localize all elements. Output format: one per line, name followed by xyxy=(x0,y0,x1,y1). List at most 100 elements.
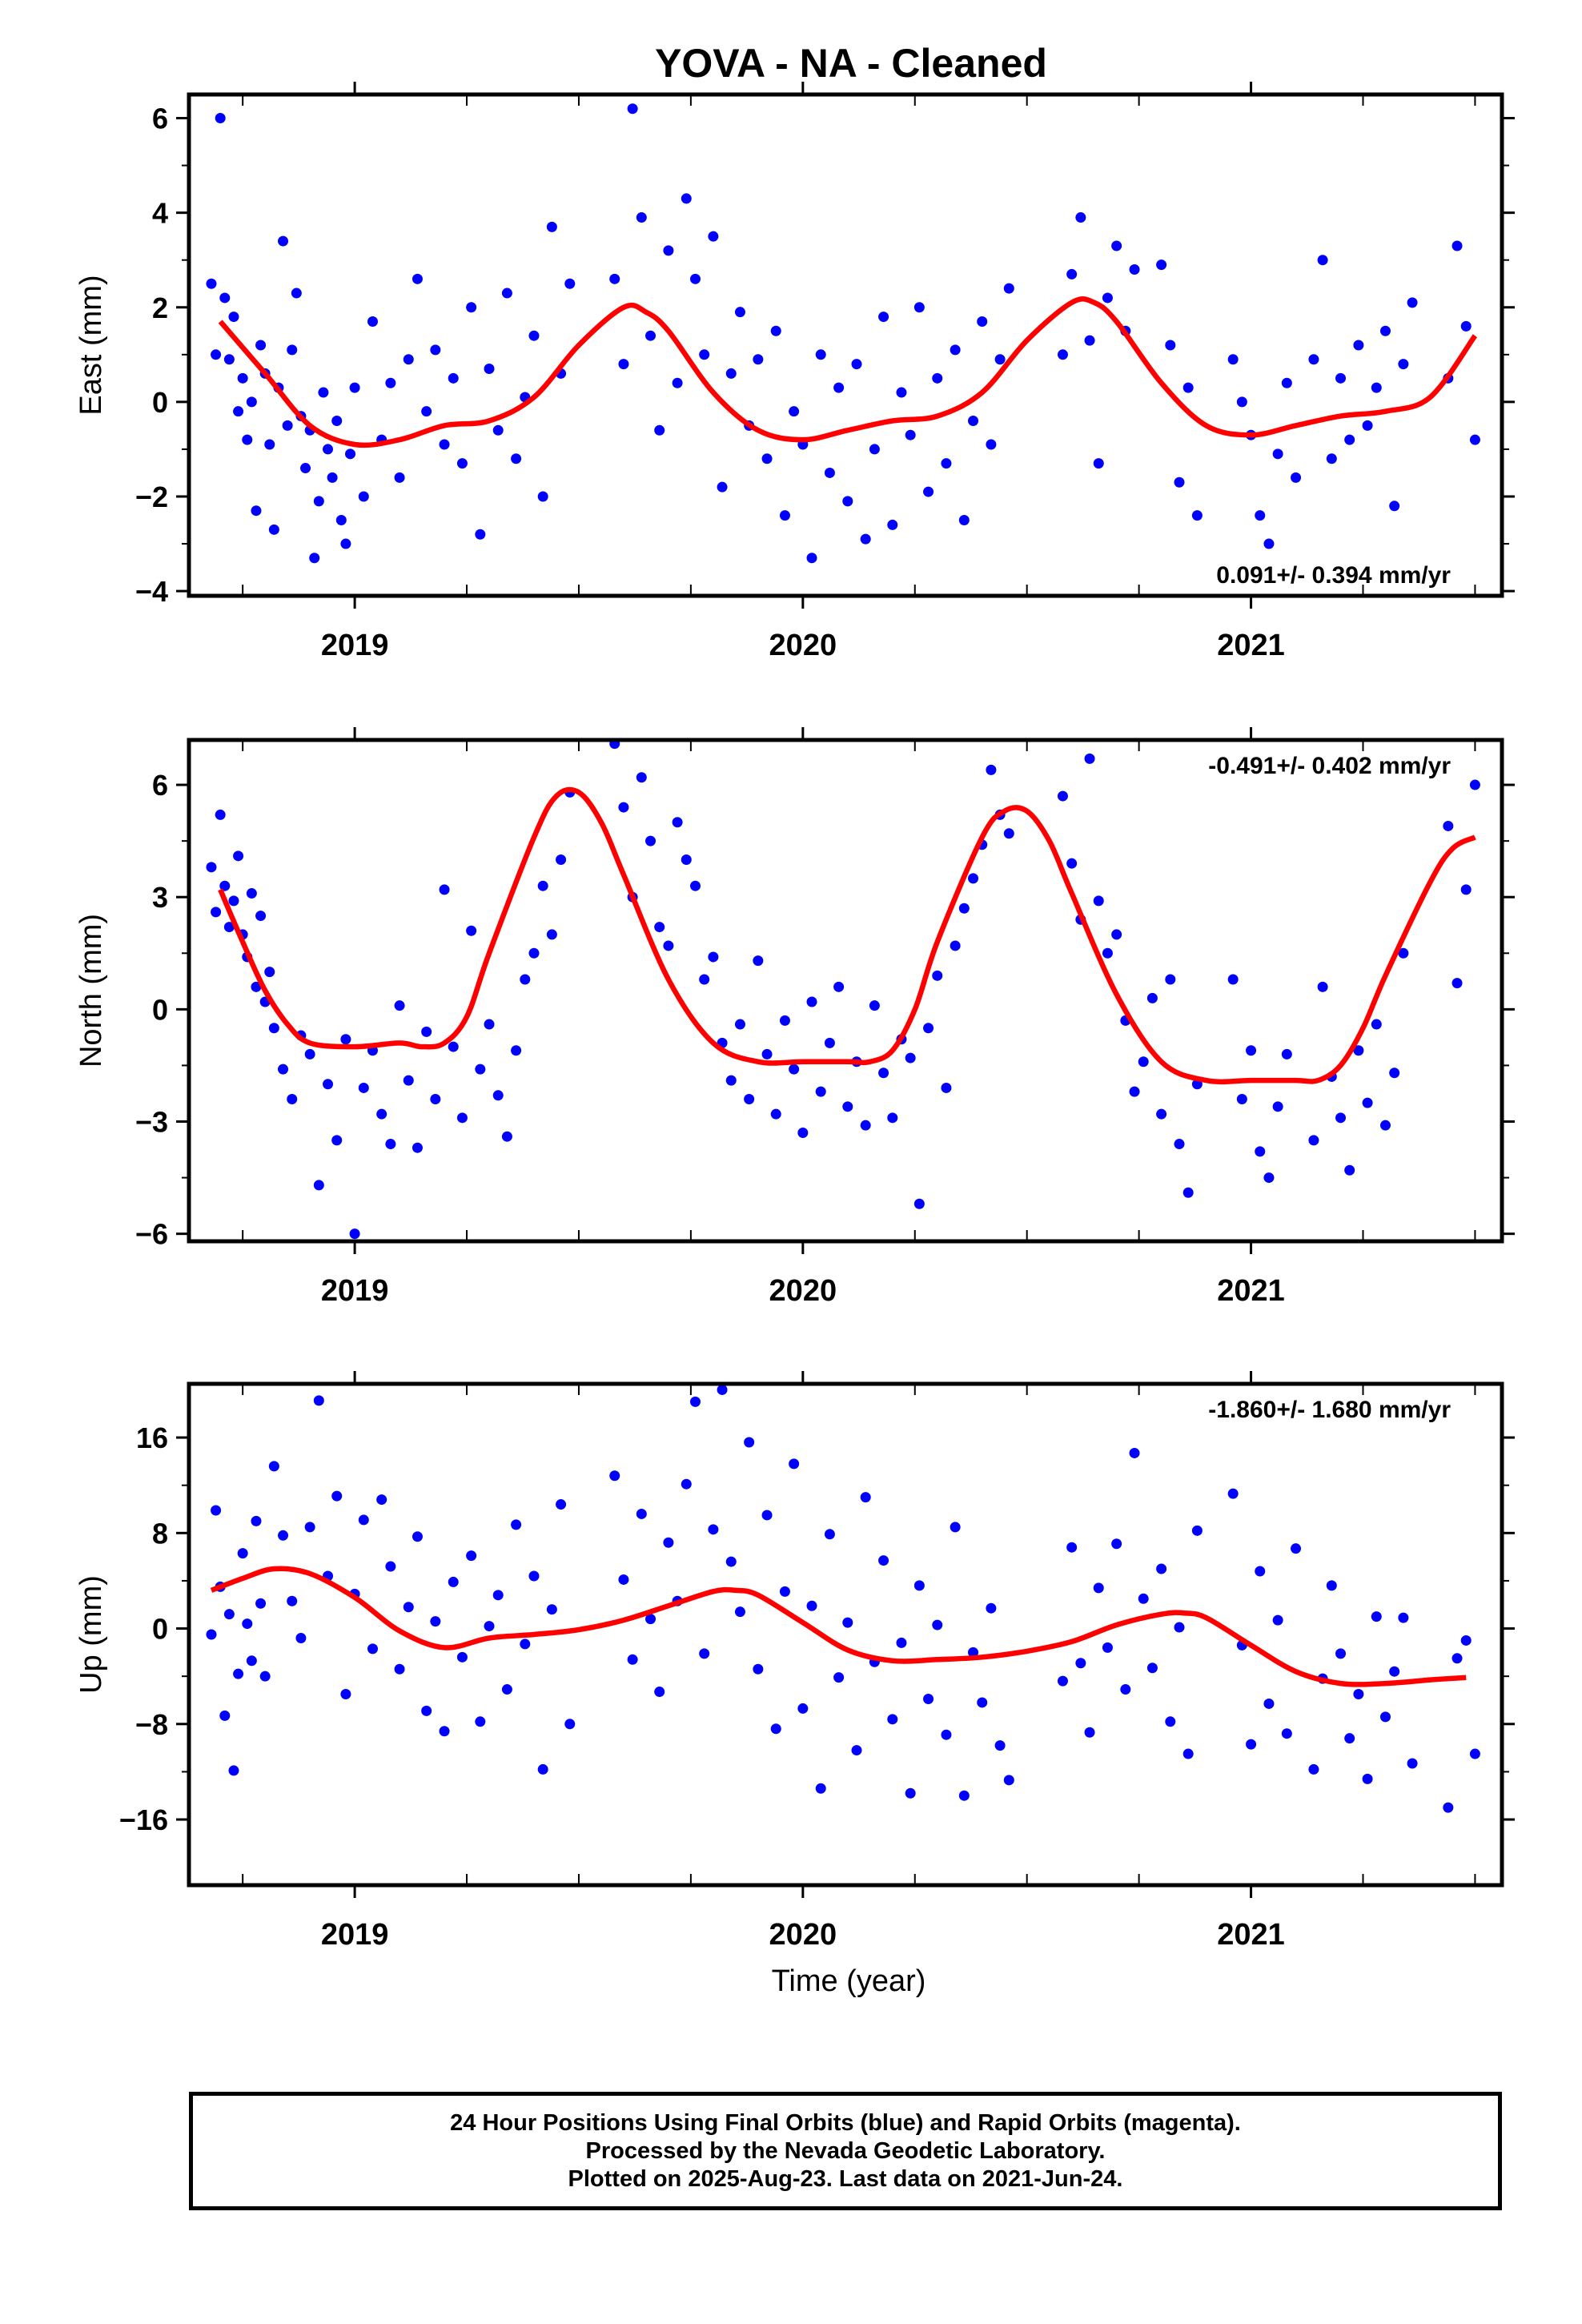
up-point xyxy=(824,1529,835,1540)
east-point xyxy=(1156,259,1167,271)
north-point xyxy=(1084,753,1095,764)
north-point xyxy=(878,1068,889,1079)
north-plot-frame xyxy=(187,738,1504,1244)
east-point xyxy=(717,481,728,493)
east-point xyxy=(430,344,441,356)
up-point xyxy=(376,1494,387,1506)
up-point xyxy=(304,1522,315,1533)
up-point xyxy=(1326,1580,1337,1591)
east-point xyxy=(246,396,257,408)
east-point xyxy=(1452,240,1463,251)
up-point xyxy=(1111,1538,1122,1550)
east-point xyxy=(708,231,719,242)
y-tick-label: 8 xyxy=(152,1517,168,1550)
up-point xyxy=(609,1470,620,1482)
east-point xyxy=(725,368,737,379)
up-point xyxy=(1182,1748,1194,1759)
up-point xyxy=(1291,1543,1302,1554)
east-point xyxy=(1371,382,1382,393)
east-point xyxy=(1182,382,1194,393)
y-tick-label: −2 xyxy=(135,480,168,513)
east-point xyxy=(950,344,961,356)
north-point xyxy=(349,1228,360,1240)
up-point xyxy=(977,1697,988,1708)
up-point xyxy=(1398,1612,1409,1623)
north-point xyxy=(753,955,764,967)
up-point xyxy=(654,1687,665,1698)
east-point xyxy=(439,439,450,450)
y-tick-label: −8 xyxy=(135,1708,168,1741)
up-point xyxy=(556,1499,567,1510)
east-point xyxy=(636,212,647,223)
north-point xyxy=(255,911,267,922)
up-point xyxy=(806,1600,817,1611)
x-tick-label: 2021 xyxy=(1217,1274,1285,1308)
up-point xyxy=(860,1492,871,1503)
up-point xyxy=(1335,1648,1346,1659)
y-tick-label: 6 xyxy=(152,769,168,802)
north-point xyxy=(466,925,477,936)
east-point xyxy=(340,538,351,549)
up-point xyxy=(851,1745,862,1756)
up-point xyxy=(761,1510,773,1521)
east-point xyxy=(1236,396,1247,408)
up-point xyxy=(1407,1758,1418,1769)
up-point xyxy=(842,1617,853,1628)
up-point xyxy=(358,1514,369,1526)
up-point xyxy=(367,1643,378,1655)
north-point xyxy=(1353,1045,1364,1056)
east-point xyxy=(313,496,324,507)
east-point xyxy=(1460,320,1472,332)
north-point xyxy=(941,1082,952,1093)
east-point xyxy=(681,193,692,204)
east-point xyxy=(1057,349,1068,360)
north-point xyxy=(887,1112,898,1124)
east-point xyxy=(323,444,334,455)
up-point xyxy=(699,1648,710,1659)
north-point xyxy=(860,1120,871,1131)
up-point xyxy=(394,1663,405,1675)
north-point xyxy=(264,967,275,978)
up-point xyxy=(484,1621,495,1632)
east-point xyxy=(484,364,495,375)
up-point xyxy=(546,1604,557,1615)
east-point xyxy=(851,359,862,370)
east-point xyxy=(789,406,800,417)
north-point xyxy=(681,854,692,865)
north-point xyxy=(1263,1172,1275,1184)
up-plot-frame xyxy=(187,1381,1504,1888)
east-point xyxy=(941,458,952,469)
east-point xyxy=(537,491,548,502)
east-point xyxy=(1255,510,1266,521)
east-point xyxy=(932,372,943,384)
up-point xyxy=(753,1663,764,1675)
east-point xyxy=(994,354,1006,365)
east-point xyxy=(358,491,369,502)
chart-title: YOVA - NA - Cleaned xyxy=(655,41,1047,86)
east-point xyxy=(645,330,656,341)
x-tick-label: 2020 xyxy=(769,629,837,662)
caption-line-processed: Processed by the Nevada Geodetic Laborat… xyxy=(585,2137,1106,2164)
up-point xyxy=(528,1570,540,1582)
up-point xyxy=(1344,1733,1355,1744)
east-point xyxy=(287,344,298,356)
north-point xyxy=(546,929,557,940)
up-point xyxy=(1371,1611,1382,1622)
y-tick-label: 0 xyxy=(152,1613,168,1646)
up-point xyxy=(896,1637,907,1648)
north-point xyxy=(842,1101,853,1112)
y-tick-label: 4 xyxy=(152,197,168,230)
east-data-points xyxy=(206,103,1480,564)
up-point xyxy=(1469,1748,1480,1759)
east-plot-frame xyxy=(187,92,1504,598)
east-point xyxy=(223,354,235,365)
east-point xyxy=(546,221,557,232)
north-point xyxy=(636,772,647,783)
up-point xyxy=(456,1651,468,1663)
north-point xyxy=(304,1048,315,1059)
x-tick-label: 2020 xyxy=(769,1274,837,1308)
north-point xyxy=(1281,1048,1292,1059)
east-point xyxy=(779,510,790,521)
east-point xyxy=(215,113,226,124)
